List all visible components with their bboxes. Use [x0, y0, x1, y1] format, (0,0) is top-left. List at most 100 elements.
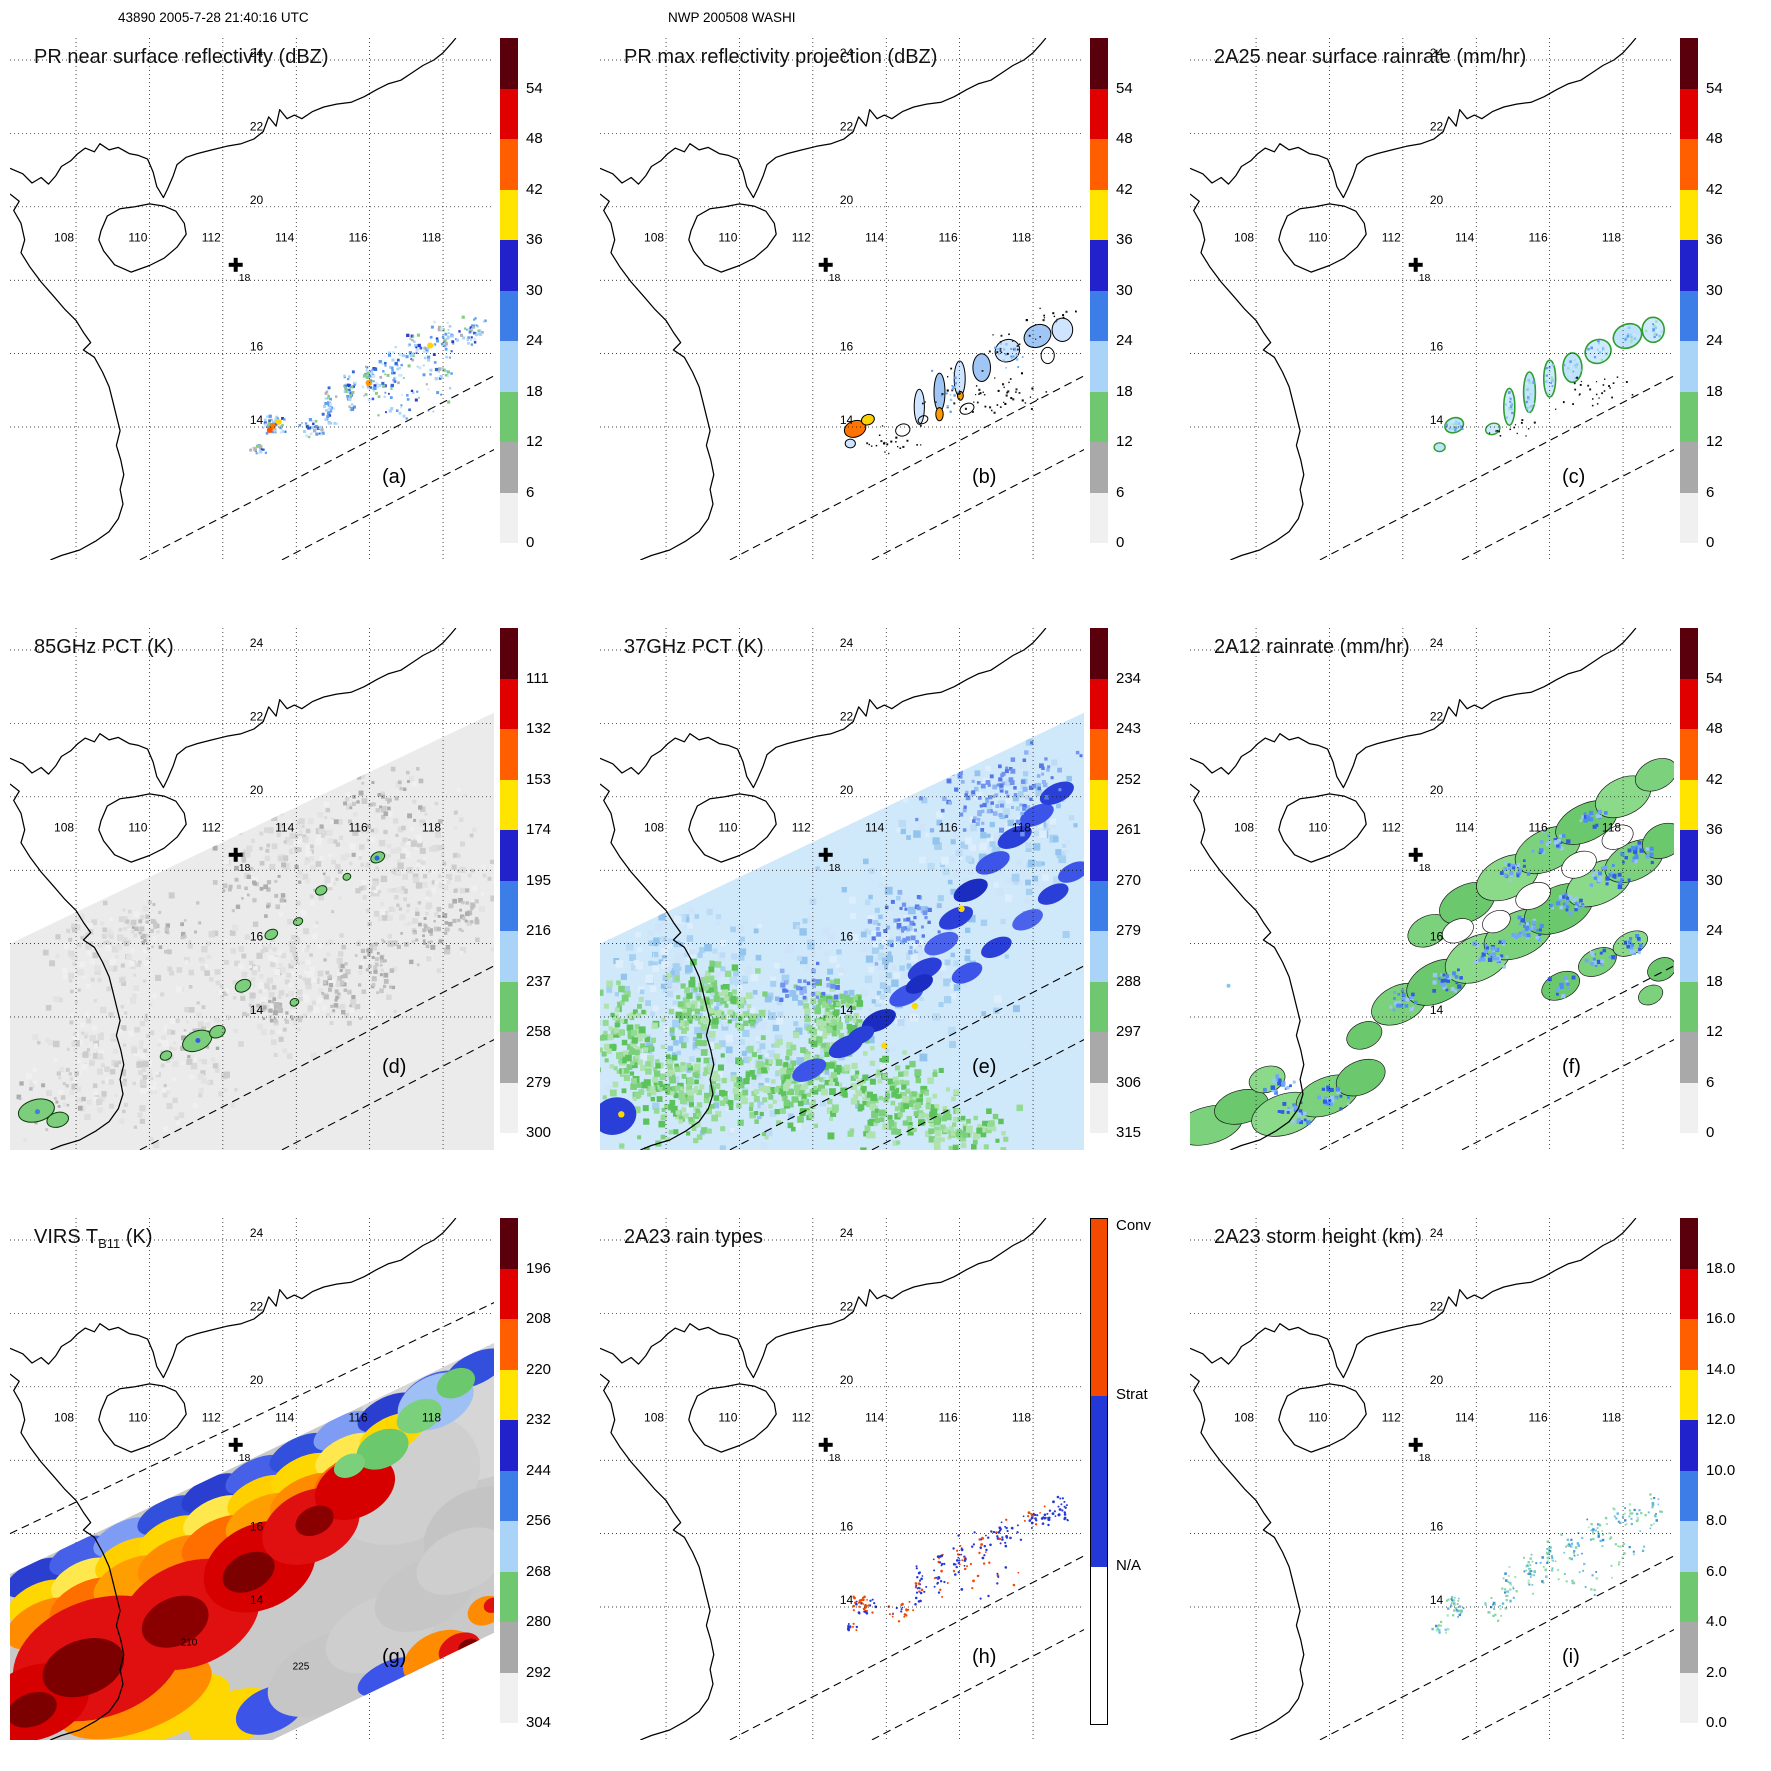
panel-corner-label: (g): [382, 1646, 407, 1668]
lon-label: 112: [202, 231, 221, 245]
colorbar-segment: [500, 341, 518, 392]
panel-corner-label: (f): [1562, 1056, 1581, 1078]
colorbar-segment: [1090, 442, 1108, 493]
colorbar-tick: 42: [1706, 770, 1723, 788]
colorbar-tick: 111: [526, 669, 549, 687]
panel-corner-label: (c): [1562, 466, 1586, 488]
colorbar-bar: [1090, 1218, 1108, 1725]
lat-label: 24: [250, 1226, 264, 1240]
colorbar-segment: [500, 1571, 518, 1622]
lon-label: 112: [1382, 1411, 1401, 1425]
lat-label-18: 18: [239, 1452, 251, 1464]
grid-labels: 108 110 112 114 116 118 14 16 20 22 24: [1234, 46, 1621, 427]
colorbar-segment: [1680, 1369, 1698, 1420]
lat-label: 24: [250, 636, 264, 650]
colorbar-segment: [1680, 880, 1698, 931]
colorbar-tick: 297: [1116, 1023, 1142, 1040]
colorbar-segment: [500, 1319, 518, 1370]
colorbar-tick: 292: [526, 1663, 552, 1681]
swath-edge-lines: [729, 1555, 1084, 1740]
graticule-grid: [600, 1218, 1084, 1740]
lon-label: 108: [1234, 1411, 1254, 1425]
colorbar-tick: 24: [1116, 332, 1133, 349]
graticule-grid: [1190, 628, 1674, 1150]
panel-corner-label: (h): [972, 1646, 997, 1668]
colorbar-segment: [500, 88, 518, 139]
panel-title-text: 2A23 storm height (km): [1214, 1226, 1422, 1248]
colorbar-segment: [500, 1521, 518, 1572]
lat-label-18: 18: [239, 862, 251, 874]
colorbar-tick: 14.0: [1706, 1360, 1736, 1378]
colorbar-segment: [1680, 1420, 1698, 1471]
colorbar-segment: [1090, 240, 1108, 291]
colorbar-segment: [500, 38, 518, 89]
colorbar-tick: 304: [526, 1714, 552, 1731]
panel-c: 108 110 112 114 116 118 14 16 20 22 24 18 2A25 near…: [1190, 38, 1771, 560]
panel-d: 108 110 112 114 116 118 14 16 20 22 24 18 85GHz PCT…: [10, 628, 600, 1150]
data-field-layer: [1433, 316, 1666, 453]
colorbar: 196 208 220 232 244 256 268 280 292 304: [500, 1218, 596, 1740]
panel-title-subscript: B11: [98, 1236, 121, 1251]
lat-label: 20: [840, 783, 854, 797]
colorbar-tick: 132: [526, 720, 552, 737]
lat-label: 20: [1430, 193, 1444, 207]
colorbar-segment: [500, 830, 518, 881]
lat-label: 14: [840, 1003, 854, 1017]
colorbar-segment: [1680, 1622, 1698, 1673]
lon-label: 118: [422, 231, 441, 245]
colorbar-tick: 8.0: [1706, 1512, 1727, 1529]
panel-grid: 108 110 112 114 116 118 14 16 20 22 24 18 PR near s…: [10, 38, 1771, 1740]
colorbar-tick: 12: [526, 433, 543, 450]
lon-label: 108: [54, 1411, 74, 1425]
panel-h: 108 110 112 114 116 118 14 16 20 22 24 18 2A23 rain…: [600, 1218, 1190, 1740]
lon-label: 114: [1455, 821, 1474, 835]
lat-label: 22: [250, 119, 264, 133]
colorbar-tick: 54: [1706, 79, 1723, 97]
map: 108 110 112 114 116 118 14 16 20 22 24 18 PR near s…: [10, 38, 494, 560]
colorbar-tick: 48: [526, 130, 543, 147]
lat-label: 16: [840, 930, 854, 944]
colorbar-tick: 280: [526, 1613, 552, 1630]
colorbar-bar: [500, 38, 518, 543]
map-canvas: 108 110 112 114 116 118 14 16 20 22 24 18: [1190, 628, 1674, 1150]
colorbar-bar: [500, 1218, 518, 1723]
colorbar-segment: [500, 1032, 518, 1083]
colorbar-segment: [500, 442, 518, 493]
lon-label: 110: [128, 231, 147, 245]
lon-label: 116: [349, 1411, 368, 1425]
colorbar-segment: [1680, 1470, 1698, 1521]
colorbar-tick: 6: [1706, 1073, 1715, 1091]
colorbar-segment: [1090, 1082, 1108, 1133]
colorbar-tick: 174: [526, 821, 552, 838]
lat-label: 16: [840, 1520, 854, 1534]
panel-title-text: 2A25 near surface rainrate (mm/hr): [1214, 46, 1527, 68]
lat-label-18: 18: [829, 1452, 841, 1464]
colorbar-segment: [500, 1268, 518, 1319]
colorbar-tick: 6: [526, 483, 535, 501]
swath-edge-lines: [139, 965, 494, 1150]
colorbar: 54 48 42 36 30 24 18 12 6 0: [1680, 38, 1771, 560]
grid-labels: 108 110 112 114 116 118 14 16 20 22 24: [54, 636, 441, 1017]
colorbar-segment: [500, 1420, 518, 1471]
colorbar-tick: 16.0: [1706, 1310, 1736, 1327]
contour-label: 225: [293, 1661, 310, 1672]
colorbar-segment: [500, 1470, 518, 1521]
colorbar-tick: 243: [1116, 720, 1142, 737]
lat-label: 24: [840, 1226, 854, 1240]
lon-label: 110: [1308, 821, 1327, 835]
panel-corner-label: (b): [972, 466, 997, 488]
panel-corner-label: (a): [382, 466, 407, 488]
lat-label: 16: [1430, 1520, 1444, 1534]
colorbar-segment: [500, 1622, 518, 1673]
colorbar-tick: 6: [1706, 483, 1715, 501]
colorbar-segment: [1680, 290, 1698, 341]
colorbar-bar: [1680, 1218, 1698, 1723]
graticule-grid: [600, 38, 1084, 560]
lon-label: 114: [275, 821, 294, 835]
lon-label: 118: [1602, 821, 1621, 835]
colorbar-tick: 0: [1706, 534, 1715, 551]
lon-label: 108: [644, 231, 664, 245]
colorbar-segment: [1680, 981, 1698, 1032]
colorbar-tick: 0.0: [1706, 1714, 1727, 1731]
swath-edge-lines: [1319, 375, 1674, 560]
